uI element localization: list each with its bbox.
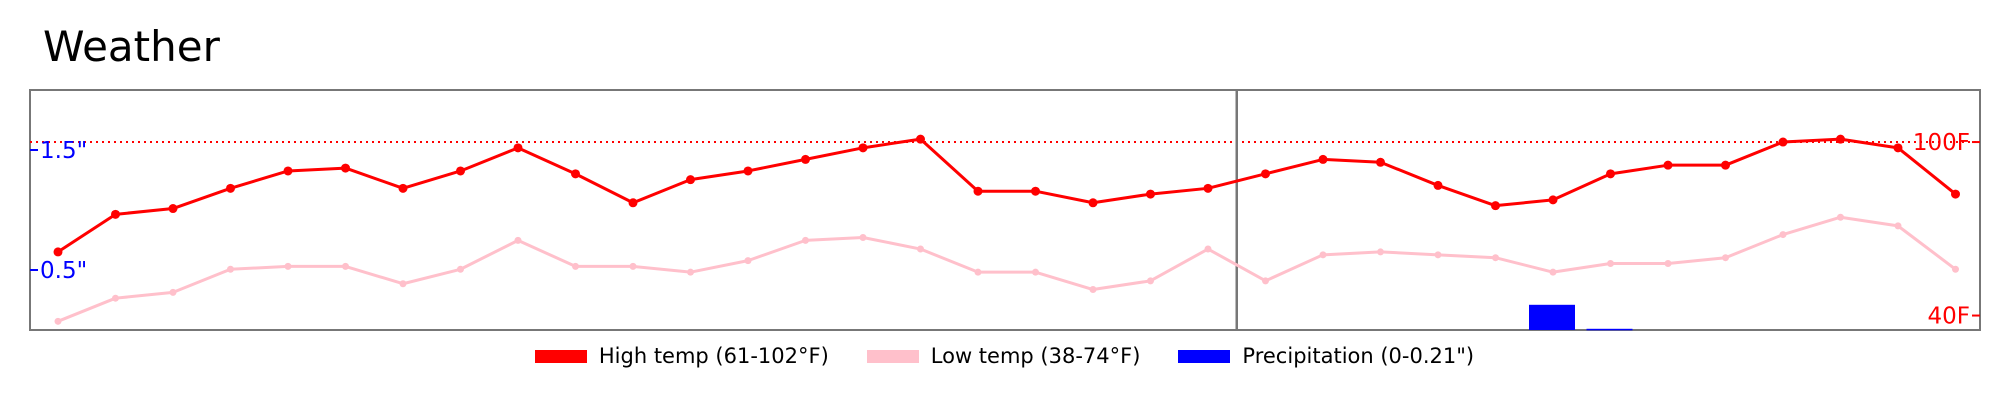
series-high-temp-point-day-7 [398,183,408,193]
series-low-temp-point-day-7 [399,280,407,288]
series-high-temp-point-day-33 [1893,143,1903,153]
series-high-temp-point-day-12 [686,175,695,185]
series-high-temp-point-day-25 [1433,180,1443,190]
series-low-temp-point-day-19 [1089,286,1097,294]
series-high-temp-point-day-17 [973,186,983,196]
series-high-temp-point-day-32 [1836,134,1845,144]
legend: High temp (61-102°F) Low temp (38-74°F) … [0,344,2009,368]
legend-label-low-temp: Low temp (38-74°F) [930,344,1141,368]
temp-tick-label-40: 40F [1928,304,1971,330]
series-high-temp-point-day-22 [1261,169,1270,179]
series-high-temp-point-day-15 [858,143,868,153]
legend-swatch-precipitation [1178,349,1231,363]
legend-item-high-temp: High temp (61-102°F) [534,344,829,368]
series-low-temp-point-day-12 [687,268,694,276]
plot-frame [29,89,1981,331]
series-high-temp-point-day-24 [1376,157,1385,167]
series-high-temp-point-day-9 [513,143,523,153]
series-low-temp-point-day-8 [457,265,464,273]
precip-bar-day-27 [1529,304,1575,330]
series-low-temp-point-day-23 [1319,251,1327,259]
series-low-temp-point-day-11 [629,262,637,270]
series-low-temp-point-day-10 [572,262,579,270]
series-high-temp-point-day-5 [283,166,293,176]
legend-label-precipitation: Precipitation (0-0.21") [1242,344,1475,368]
series-high-temp-point-day-29 [1663,160,1673,170]
series-low-temp-point-day-22 [1262,277,1269,285]
precip-bar-day-28 [1586,328,1633,331]
series-high-temp-point-day-28 [1606,169,1615,179]
series-low-temp-point-day-29 [1664,259,1672,267]
series-high-temp-point-day-30 [1721,160,1730,170]
series-low-temp-point-day-24 [1377,248,1384,256]
series-low-temp-point-day-20 [1147,277,1154,285]
series-low-temp-point-day-17 [974,268,982,276]
series-low-temp-point-day-28 [1607,259,1614,267]
series-high-temp-point-day-2 [111,209,120,219]
series-high-temp-point-day-6 [341,163,350,173]
series-low-temp-point-day-30 [1722,254,1729,262]
series-low-temp-point-day-16 [917,245,924,253]
series-low-temp-point-day-2 [112,294,119,302]
series-low-temp-point-day-3 [169,288,177,296]
series-low-temp-point-day-26 [1492,254,1499,262]
series-low-temp-point-day-33 [1894,222,1902,230]
series-high-temp-point-day-10 [571,169,580,179]
precip-tick-label-0.5: 0.5" [40,258,87,284]
temp-tick-label-100: 100F [1913,130,1970,156]
series-low-temp-point-day-5 [284,262,292,270]
legend-item-low-temp: Low temp (38-74°F) [866,344,1141,368]
series-line-low-temp [57,215,1957,323]
series-low-temp-point-day-1 [54,317,62,325]
legend-swatch-low-temp [866,349,919,363]
series-high-temp-point-day-8 [456,166,465,176]
series-high-temp-point-day-26 [1491,201,1500,211]
weather-chart: 40F 100F 0.5" 1.5" [29,89,1981,331]
series-high-temp-point-day-23 [1318,154,1328,164]
legend-label-high-temp: High temp (61-102°F) [598,344,829,368]
series-low-temp-point-day-4 [227,265,234,273]
series-high-temp-point-day-11 [628,198,638,208]
precip-tick-label-1.5: 1.5" [40,138,87,164]
legend-swatch-high-temp [534,349,587,363]
series-high-temp-point-day-13 [743,166,753,176]
series-low-temp-point-day-32 [1837,213,1844,221]
series-high-temp-point-day-31 [1778,137,1788,147]
legend-item-precipitation: Precipitation (0-0.21") [1178,344,1474,368]
series-low-temp-point-day-31 [1779,231,1787,239]
series-high-temp-point-day-21 [1203,183,1213,193]
series-high-temp-point-day-27 [1548,195,1558,205]
series-low-temp-point-day-34 [1952,265,1959,273]
series-line-high-temp [57,137,1957,254]
series-low-temp-point-day-13 [744,257,752,265]
series-high-temp-point-day-20 [1146,189,1155,199]
series-low-temp-point-day-25 [1434,251,1442,259]
series-low-temp-point-day-9 [514,236,522,244]
series-high-temp-point-day-14 [801,154,810,164]
series-high-temp-point-day-19 [1088,198,1098,208]
chart-title: Weather [43,22,220,71]
series-low-temp-point-day-15 [859,233,867,241]
series-high-temp-point-day-18 [1031,186,1040,196]
series-high-temp-point-day-3 [168,204,178,214]
series-high-temp-point-day-16 [916,134,925,144]
series-low-temp-point-day-6 [342,262,349,270]
series-low-temp-point-day-14 [802,236,809,244]
series-low-temp-point-day-18 [1032,268,1039,276]
series-high-temp-point-day-4 [226,183,235,193]
series-high-temp-point-day-34 [1951,189,1960,199]
series-high-temp-point-day-1 [53,247,63,257]
series-low-temp-point-day-21 [1204,245,1212,253]
series-low-temp-point-day-27 [1549,268,1557,276]
